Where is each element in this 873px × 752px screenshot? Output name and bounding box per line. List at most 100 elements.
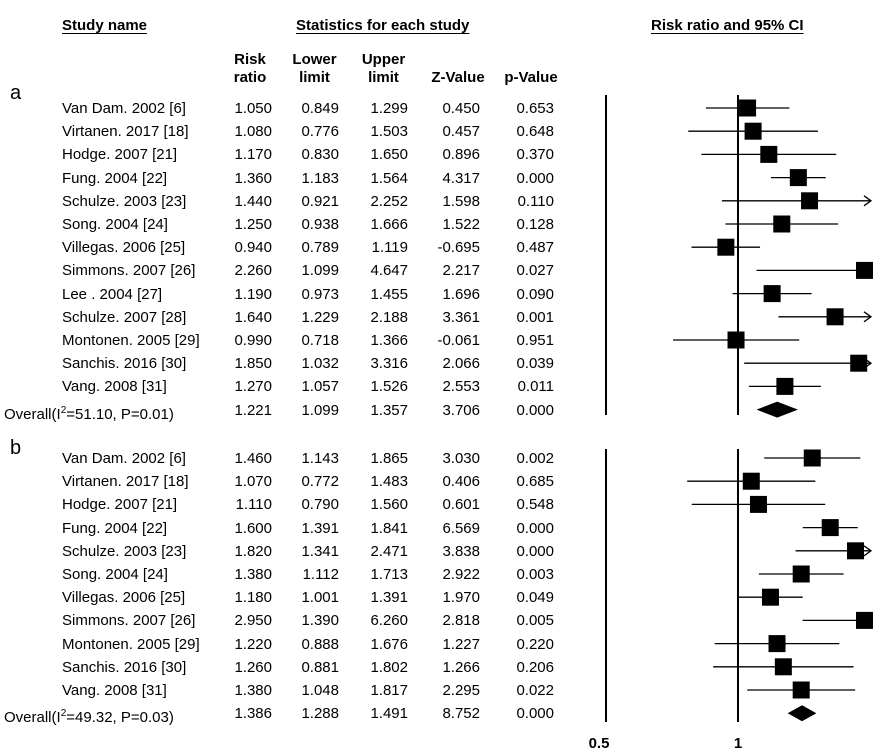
stat-z: 1.598	[442, 192, 480, 210]
stat-p: 0.022	[516, 682, 554, 699]
effect-size-square	[744, 122, 762, 140]
study-name: Fung. 2004 [22]	[62, 169, 168, 187]
effect-size-square	[821, 519, 839, 537]
study-name: Hodge. 2007 [21]	[62, 496, 178, 514]
stat-rr: 1.110	[235, 496, 272, 514]
stat-p: 0.653	[516, 100, 554, 117]
lower-limit-header-1: Lower	[292, 51, 337, 68]
stat-upper: 4.647	[370, 262, 408, 280]
overall-label-suffix: =51.10, P=0.01)	[66, 405, 174, 423]
effect-size-square	[761, 588, 779, 606]
stat-lower: 0.772	[301, 473, 339, 491]
stat-lower: 0.776	[301, 123, 339, 141]
stat-z: 3.361	[442, 308, 480, 326]
stat-upper: 1.503	[370, 123, 408, 141]
stat-p: 0.648	[516, 123, 554, 141]
stat-rr: 1.250	[234, 216, 272, 233]
stat-p: 0.128	[516, 216, 554, 233]
stat-rr: 1.850	[234, 355, 272, 373]
ci-overflow-arrow	[863, 311, 873, 323]
stat-upper: 1.817	[370, 682, 408, 699]
stat-rr: 1.170	[234, 146, 272, 164]
overall-label: Overall(I2=49.32, P=0.03)	[4, 705, 174, 726]
stat-lower: 1.183	[301, 169, 339, 187]
stat-upper: 1.391	[370, 589, 408, 607]
stat-rr: 1.600	[234, 519, 272, 537]
stat-lower: 1.143	[301, 450, 339, 467]
stat-z: 4.317	[442, 169, 480, 187]
stat-upper: 2.471	[370, 542, 408, 560]
pooled-diamond	[756, 401, 798, 418]
effect-size-square	[789, 169, 807, 187]
study-name: Simmons. 2007 [26]	[62, 612, 196, 630]
effect-size-square	[768, 635, 786, 653]
z-value-header: Z-Value	[431, 69, 485, 86]
stat-lower: 1.048	[301, 682, 339, 699]
overall-label-prefix: Overall(I	[4, 405, 61, 423]
effect-size-square	[846, 542, 864, 560]
stat-p: 0.000	[516, 519, 554, 537]
effect-size-square	[749, 495, 767, 513]
stat-upper: 2.252	[370, 192, 408, 210]
stat-p: 0.005	[516, 612, 554, 630]
stat-p: 0.110	[517, 192, 554, 210]
pooled-diamond	[787, 705, 817, 722]
panel-label: a	[10, 82, 22, 104]
study-name: Vang. 2008 [31]	[62, 378, 167, 396]
effect-size-square	[727, 331, 745, 349]
stat-z: 0.601	[442, 496, 480, 514]
stat-lower: 0.921	[301, 192, 339, 210]
stat-upper: 1.299	[370, 100, 408, 117]
stat-lower: 0.938	[301, 216, 339, 233]
study-name: Vang. 2008 [31]	[62, 682, 167, 699]
overall-label-prefix: Overall(I	[4, 709, 61, 727]
stat-rr: 1.380	[234, 682, 272, 699]
stat-upper: 1.713	[370, 566, 408, 583]
stat-lower: 1.229	[301, 308, 339, 326]
stat-p: 0.049	[516, 589, 554, 607]
study-name: Lee . 2004 [27]	[62, 285, 163, 303]
stat-lower: 1.341	[301, 542, 339, 560]
effect-size-square	[803, 449, 821, 467]
stat-upper: 1.455	[370, 285, 408, 303]
risk-ratio-header-2: ratio	[233, 69, 267, 86]
overall-stat-rr: 1.386	[234, 705, 272, 723]
study-name: Villegas. 2006 [25]	[62, 239, 186, 257]
overall-stat-lower: 1.288	[301, 705, 339, 723]
statistics-header: Statistics for each study	[296, 17, 470, 34]
stat-z: 2.217	[442, 262, 480, 280]
study-name: Fung. 2004 [22]	[62, 519, 168, 537]
plot-header: Risk ratio and 95% CI	[651, 17, 804, 34]
study-name: Song. 2004 [24]	[62, 566, 168, 583]
stat-upper: 1.483	[370, 473, 408, 491]
overall-stat-z: 3.706	[442, 401, 480, 419]
stat-p: 0.001	[516, 308, 554, 326]
stat-rr: 1.180	[234, 589, 272, 607]
study-name: Sanchis. 2016 [30]	[62, 355, 187, 373]
stat-rr: 1.270	[234, 378, 272, 396]
stat-rr: 2.260	[234, 262, 272, 280]
stat-p: 0.039	[516, 355, 554, 373]
stat-lower: 1.032	[301, 355, 339, 373]
overall-stat-p: 0.000	[516, 401, 554, 419]
stat-upper: 1.650	[370, 146, 408, 164]
stat-z: 1.266	[442, 658, 480, 676]
effect-size-square	[856, 611, 873, 629]
stat-upper: 1.841	[370, 519, 408, 537]
stat-rr: 1.460	[234, 450, 272, 467]
effect-size-square	[850, 354, 868, 372]
stat-rr: 1.260	[234, 658, 272, 676]
overall-stat-upper: 1.491	[370, 705, 408, 723]
stat-z: 0.457	[442, 123, 480, 141]
study-name: Hodge. 2007 [21]	[62, 146, 178, 164]
stat-upper: 2.188	[370, 308, 408, 326]
effect-size-square	[776, 377, 794, 395]
stat-rr: 0.990	[234, 332, 272, 349]
overall-label-sup: 2	[60, 708, 67, 720]
stat-lower: 0.718	[301, 332, 339, 349]
stat-rr: 1.190	[234, 285, 272, 303]
stat-p: 0.027	[516, 262, 554, 280]
overall-stat-upper: 1.357	[370, 401, 408, 419]
stat-upper: 1.119	[371, 239, 408, 257]
stat-rr: 1.440	[234, 192, 272, 210]
